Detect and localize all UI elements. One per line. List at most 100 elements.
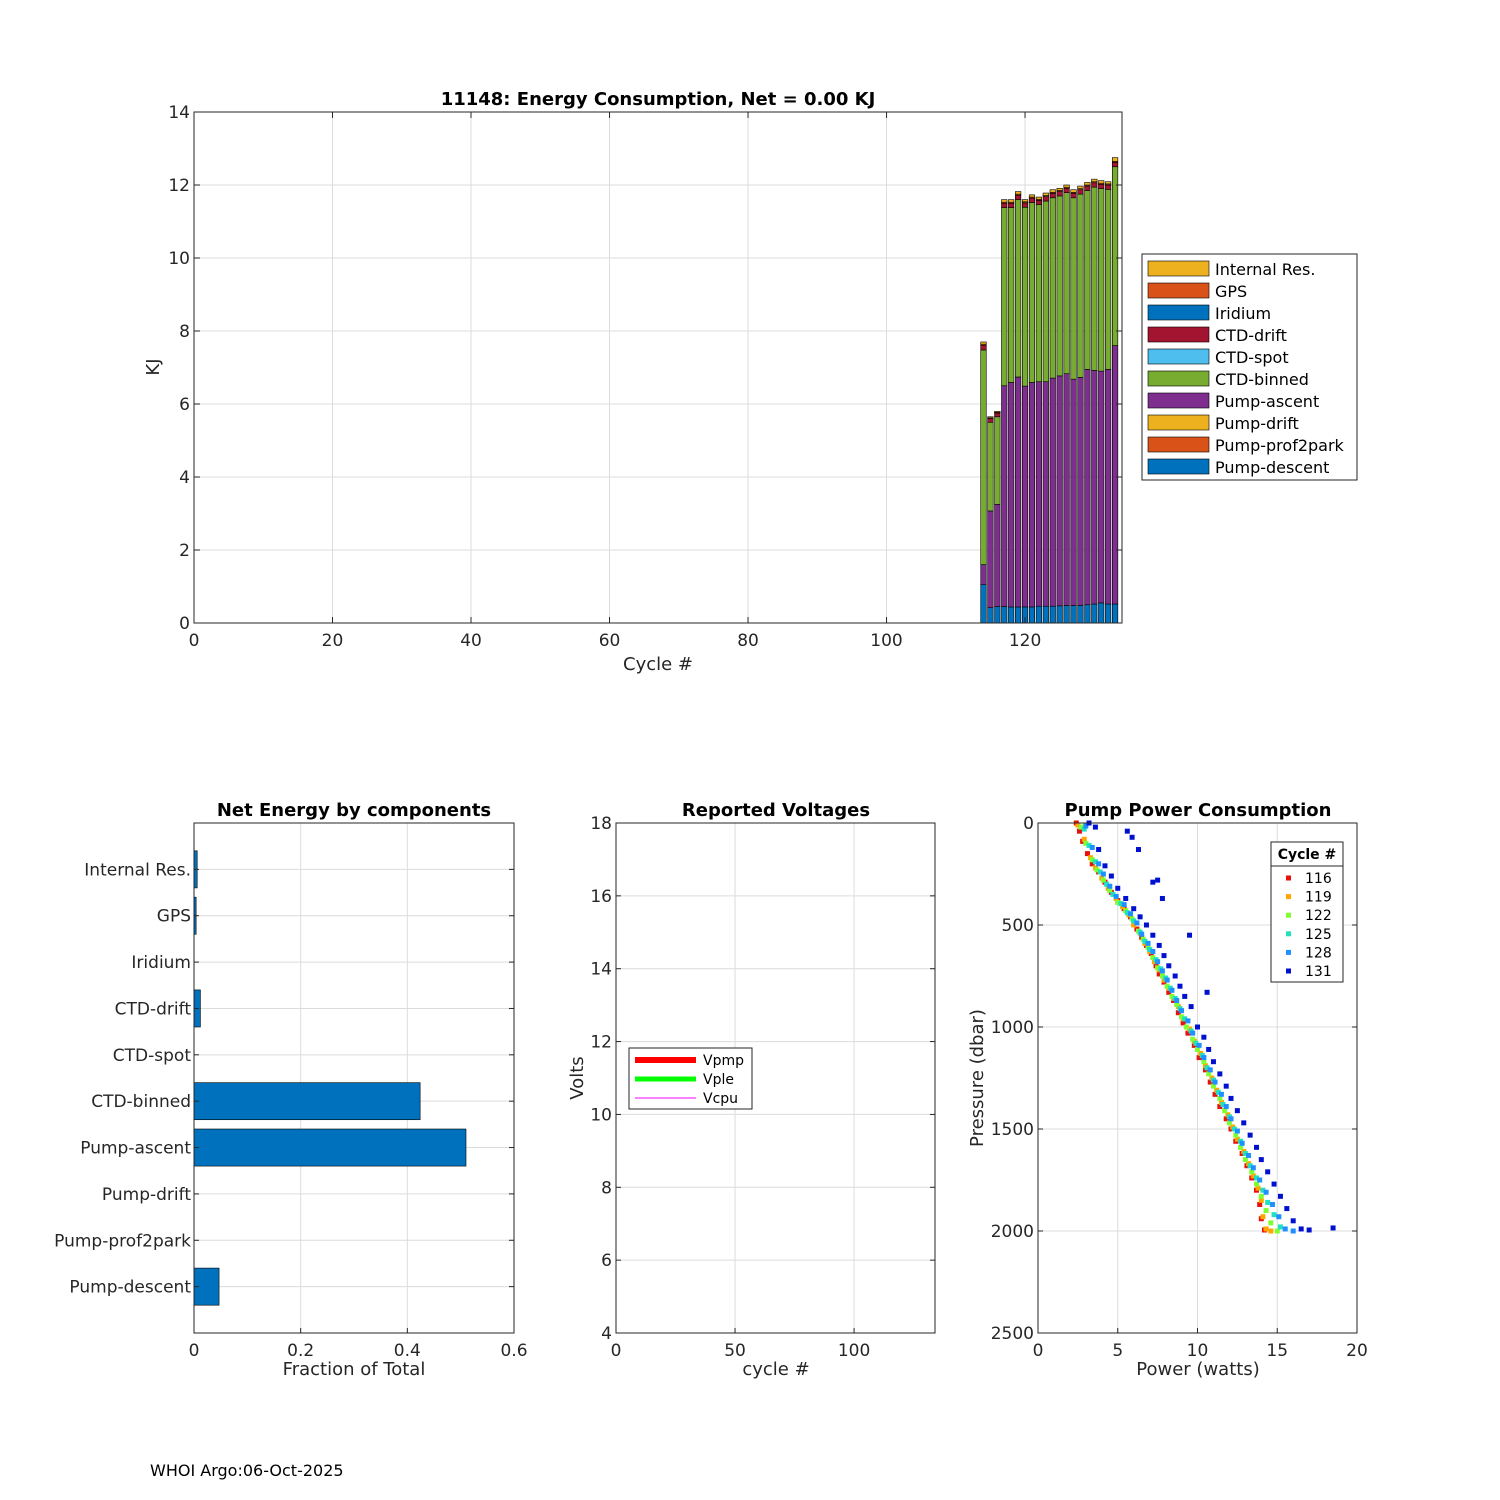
components-category-label: Internal Res. xyxy=(84,860,191,880)
pump-point-cycle-119 xyxy=(1081,836,1087,842)
pump-point-cycle-122 xyxy=(1150,955,1156,961)
pump-y-tick-label: 1500 xyxy=(991,1120,1034,1140)
pump-point-cycle-122 xyxy=(1206,1071,1212,1077)
pump-x-axis-label: Power (watts) xyxy=(1136,1359,1259,1380)
energy-bar-ctd-binned xyxy=(1105,189,1112,370)
voltages-y-tick-label: 4 xyxy=(601,1324,612,1344)
energy-bar-ctd-binned xyxy=(1015,199,1022,378)
pump-point-cycle-131 xyxy=(1223,1083,1229,1089)
pump-point-cycle-122 xyxy=(1159,973,1165,979)
voltages-y-tick-label: 12 xyxy=(590,1033,612,1053)
energy-bar-ctd-drift xyxy=(1049,193,1056,199)
energy-x-tick-label: 40 xyxy=(460,631,482,651)
pump-point-cycle-125 xyxy=(1231,1126,1237,1132)
pump-y-tick-label: 2500 xyxy=(991,1324,1034,1344)
pump-point-cycle-131 xyxy=(1206,1046,1212,1052)
pump-point-cycle-116 xyxy=(1089,861,1095,867)
pump-point-cycle-119 xyxy=(1075,822,1081,828)
pump-point-cycle-116 xyxy=(1175,1010,1181,1016)
energy-x-tick-label: 120 xyxy=(1009,631,1041,651)
footer-label: WHOI Argo:06-Oct-2025 xyxy=(150,1461,344,1480)
energy-bar-ctd-drift xyxy=(1021,202,1029,208)
components-category-label: Pump-descent xyxy=(69,1278,191,1298)
pump-point-cycle-128 xyxy=(1139,931,1145,937)
energy-bar-ctd-binned xyxy=(987,421,994,512)
energy-bar-ctd-drift xyxy=(1015,194,1022,200)
pump-legend-marker xyxy=(1286,931,1291,937)
pump-point-cycle-128 xyxy=(1169,987,1175,993)
pump-point-cycle-125 xyxy=(1247,1163,1253,1169)
energy-legend-swatch xyxy=(1147,348,1210,365)
voltages-x-tick-label: 50 xyxy=(724,1341,746,1361)
energy-bar-pump-ascent xyxy=(1077,377,1084,606)
pump-point-cycle-131 xyxy=(1124,828,1130,834)
pump-point-cycle-116 xyxy=(1217,1104,1223,1110)
components-category-label: Pump-ascent xyxy=(80,1139,191,1159)
energy-bar-pump-ascent xyxy=(1042,381,1049,607)
pump-x-tick-label: 15 xyxy=(1266,1341,1288,1361)
energy-bar-pump-descent xyxy=(980,584,987,624)
pump-point-cycle-122 xyxy=(1174,1002,1180,1008)
energy-bar-ctd-binned xyxy=(1112,166,1119,346)
voltages-y-tick-label: 18 xyxy=(590,814,612,834)
pump-point-cycle-131 xyxy=(1177,983,1183,989)
energy-bar-internal-res- xyxy=(980,341,987,345)
pump-point-cycle-131 xyxy=(1131,906,1137,912)
pump-legend-marker xyxy=(1286,875,1291,881)
pump-point-cycle-131 xyxy=(1123,895,1129,901)
energy-chart-title: 11148: Energy Consumption, Net = 0.00 KJ xyxy=(441,89,876,110)
pump-legend-marker xyxy=(1286,894,1291,900)
pump-point-cycle-131 xyxy=(1306,1227,1312,1233)
energy-bar-internal-res- xyxy=(1042,192,1049,196)
pump-point-cycle-125 xyxy=(1110,891,1116,897)
pump-point-cycle-128 xyxy=(1100,871,1106,877)
pump-point-cycle-131 xyxy=(1166,963,1172,969)
pump-point-cycle-122 xyxy=(1249,1169,1255,1175)
pump-point-cycle-122 xyxy=(1115,900,1121,906)
energy-bar-ctd-drift xyxy=(1035,200,1042,206)
pump-point-cycle-131 xyxy=(1210,1059,1216,1065)
pump-y-tick-label: 1000 xyxy=(991,1018,1034,1038)
pump-point-cycle-128 xyxy=(1190,1030,1196,1036)
pump-point-cycle-122 xyxy=(1274,1228,1280,1234)
energy-bar-pump-descent xyxy=(994,606,1001,624)
pump-point-cycle-122 xyxy=(1179,1014,1185,1020)
pump-point-cycle-128 xyxy=(1263,1189,1269,1195)
energy-bar-ctd-binned xyxy=(1008,207,1015,383)
energy-bar-pump-descent xyxy=(1063,605,1070,624)
pump-point-cycle-131 xyxy=(1150,932,1156,938)
pump-point-cycle-128 xyxy=(1223,1104,1229,1110)
pump-point-cycle-131 xyxy=(1195,1024,1200,1030)
pump-point-cycle-122 xyxy=(1089,857,1095,863)
pump-point-cycle-125 xyxy=(1131,918,1137,924)
energy-bar-pump-ascent xyxy=(994,504,1001,607)
pump-y-tick-label: 2000 xyxy=(991,1222,1034,1242)
pump-point-cycle-131 xyxy=(1265,1169,1271,1175)
pump-power-chart: 0 5 10 15 20 0 500 1000 1500 2000 2500 Pump Power … xyxy=(967,800,1368,1380)
pump-y-tick-label: 500 xyxy=(1002,916,1034,936)
pump-point-cycle-125 xyxy=(1086,842,1092,848)
pump-x-tick-label: 20 xyxy=(1346,1341,1368,1361)
energy-legend-swatch xyxy=(1147,370,1210,387)
energy-legend-label: Pump-drift xyxy=(1215,414,1299,433)
pump-point-cycle-122 xyxy=(1078,824,1084,830)
pump-point-cycle-119 xyxy=(1255,1185,1261,1191)
energy-legend-label: Pump-descent xyxy=(1215,458,1329,477)
energy-bar-ctd-drift xyxy=(987,418,994,423)
pump-legend-label: 131 xyxy=(1305,964,1332,980)
pump-point-cycle-128 xyxy=(1164,977,1170,983)
pump-point-cycle-128 xyxy=(1155,959,1161,965)
pump-point-cycle-131 xyxy=(1254,1144,1260,1150)
energy-bar-pump-ascent xyxy=(1056,375,1063,607)
pump-point-cycle-119 xyxy=(1250,1173,1256,1179)
energy-y-tick-label: 0 xyxy=(179,614,190,634)
energy-y-tick-label: 10 xyxy=(168,249,190,269)
energy-bar-ctd-drift xyxy=(1070,193,1077,199)
pump-point-cycle-116 xyxy=(1207,1079,1213,1085)
energy-legend-swatch xyxy=(1147,260,1210,277)
pump-point-cycle-128 xyxy=(1145,940,1151,946)
energy-x-tick-label: 100 xyxy=(870,631,902,651)
energy-legend-swatch xyxy=(1147,326,1210,343)
energy-bar-pump-descent xyxy=(1001,606,1008,624)
energy-bar-ctd-binned xyxy=(1056,195,1063,377)
